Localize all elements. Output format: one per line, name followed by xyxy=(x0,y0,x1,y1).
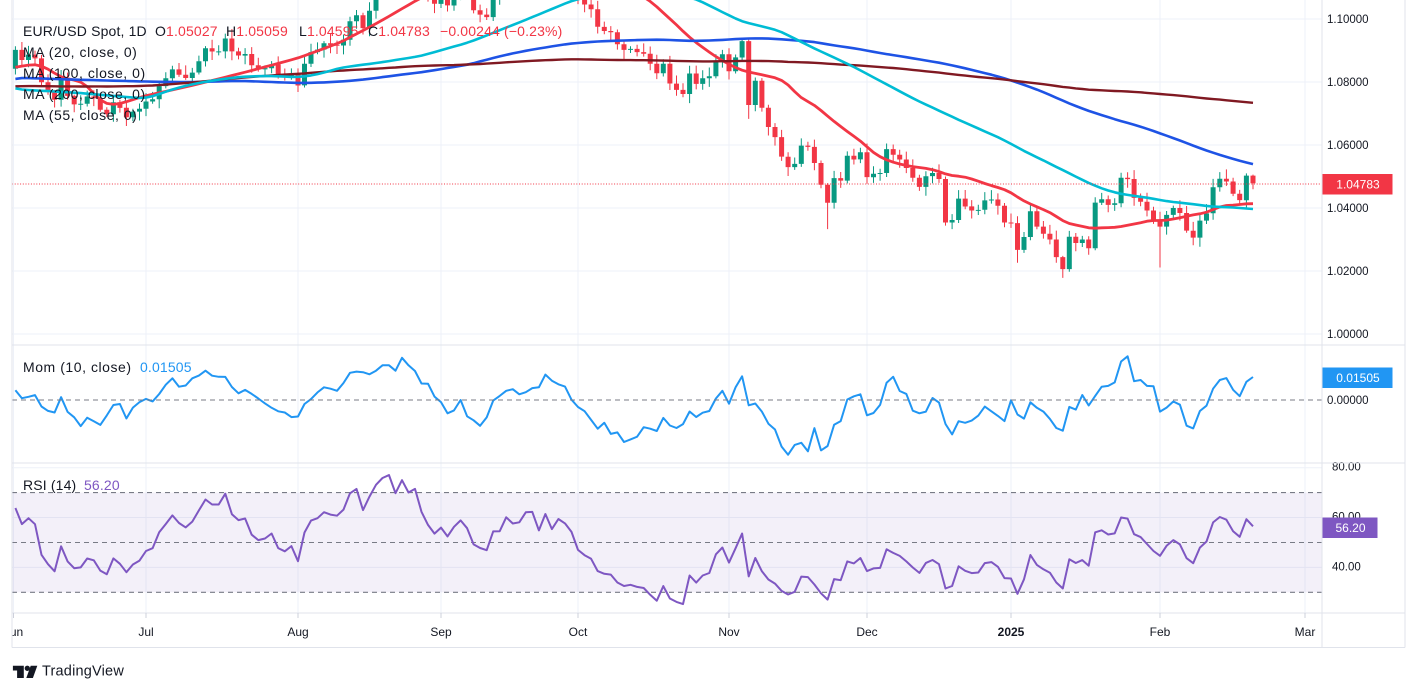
svg-text:1.02000: 1.02000 xyxy=(1327,266,1369,278)
svg-text:MA (200, close, 0): MA (200, close, 0) xyxy=(23,86,146,102)
svg-text:56.20: 56.20 xyxy=(1335,521,1365,535)
svg-text:Oct: Oct xyxy=(569,625,588,639)
svg-text:Jul: Jul xyxy=(138,625,153,639)
svg-text:Mom (10, close): Mom (10, close) xyxy=(23,359,132,375)
svg-text:56.20: 56.20 xyxy=(84,477,120,493)
svg-text:O1.05027: O1.05027 xyxy=(155,23,218,39)
svg-text:Sep: Sep xyxy=(430,625,452,639)
svg-text:40.00: 40.00 xyxy=(1332,561,1361,573)
svg-text:TradingView: TradingView xyxy=(42,664,124,680)
svg-text:MA (100, close, 0): MA (100, close, 0) xyxy=(23,65,146,81)
svg-text:1.10000: 1.10000 xyxy=(1327,14,1369,26)
svg-text:MA (55, close, 0): MA (55, close, 0) xyxy=(23,107,137,123)
svg-text:1.04000: 1.04000 xyxy=(1327,203,1369,215)
svg-text:EUR/USD Spot, 1D: EUR/USD Spot, 1D xyxy=(23,23,147,39)
svg-text:H1.05059: H1.05059 xyxy=(226,23,288,39)
svg-text:C1.04783: C1.04783 xyxy=(368,23,430,39)
svg-text:80.00: 80.00 xyxy=(1332,462,1361,474)
svg-text:1.00000: 1.00000 xyxy=(1327,329,1369,341)
svg-text:MA (20, close, 0): MA (20, close, 0) xyxy=(23,44,137,60)
svg-text:2025: 2025 xyxy=(998,625,1025,639)
svg-text:Feb: Feb xyxy=(1150,625,1171,639)
svg-text:1.08000: 1.08000 xyxy=(1327,77,1369,89)
svg-text:1.06000: 1.06000 xyxy=(1327,140,1369,152)
svg-text:Dec: Dec xyxy=(856,625,877,639)
svg-text:0.01505: 0.01505 xyxy=(140,359,192,375)
svg-text:1.04783: 1.04783 xyxy=(1336,177,1380,191)
svg-text:0.01505: 0.01505 xyxy=(1336,371,1380,385)
svg-text:Aug: Aug xyxy=(287,625,308,639)
svg-text:−0.00244 (−0.23%): −0.00244 (−0.23%) xyxy=(440,23,562,39)
svg-text:Jun: Jun xyxy=(4,625,23,639)
svg-text:0.00000: 0.00000 xyxy=(1327,395,1369,407)
svg-text:Nov: Nov xyxy=(718,625,739,639)
svg-text:Mar: Mar xyxy=(1295,625,1316,639)
svg-text:RSI (14): RSI (14) xyxy=(23,477,76,493)
svg-text:L1.04595: L1.04595 xyxy=(299,23,359,39)
